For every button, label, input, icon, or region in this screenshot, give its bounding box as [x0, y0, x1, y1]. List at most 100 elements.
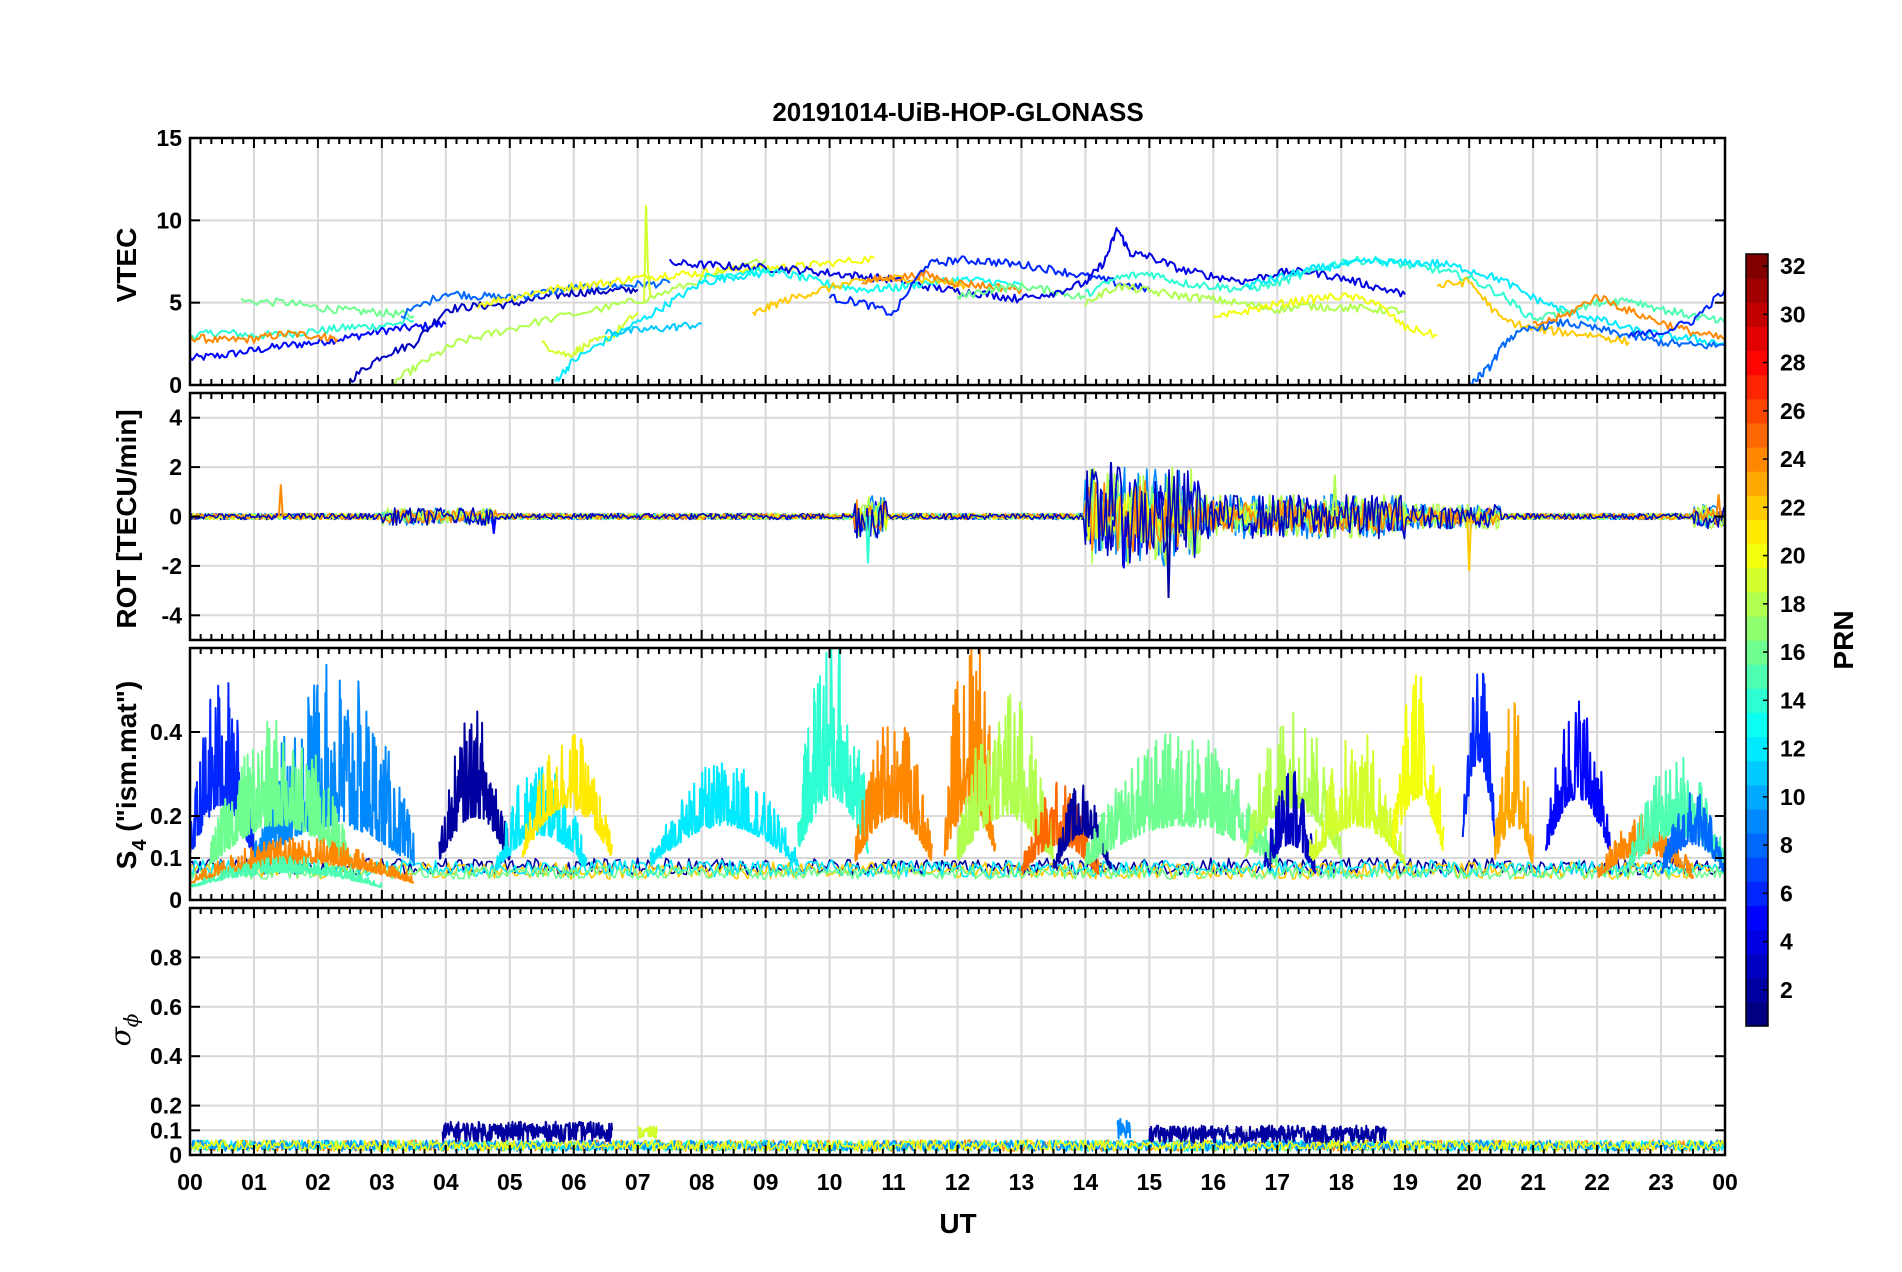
- colorbar-label: PRN: [1828, 610, 1859, 669]
- s4-series: [649, 762, 799, 867]
- colorbar-segment: [1746, 760, 1768, 786]
- colorbar-tick-label: 30: [1780, 301, 1806, 327]
- colorbar-segment: [1746, 302, 1768, 327]
- vtec-series: [541, 311, 639, 358]
- x-tick-label: 20: [1456, 1169, 1482, 1195]
- x-tick-label: 11: [881, 1169, 906, 1195]
- panels: 051015-4-202400.10.20.400.10.20.40.60.80…: [150, 125, 1738, 1195]
- s4-series: [1244, 711, 1343, 859]
- rot-series: [190, 480, 1725, 553]
- colorbar-tick-label: 16: [1780, 639, 1806, 665]
- s4-series: [1544, 700, 1611, 851]
- colorbar-tick-label: 24: [1780, 446, 1806, 472]
- sigma-series: [441, 1120, 614, 1143]
- x-tick-label: 01: [241, 1169, 267, 1195]
- colorbar-segment: [1746, 471, 1768, 496]
- x-tick-label: 05: [497, 1169, 523, 1195]
- colorbar-segment: [1746, 326, 1768, 352]
- vtec-series: [1084, 255, 1535, 320]
- s4-series: [521, 734, 614, 858]
- colorbar-segment: [1746, 784, 1768, 810]
- colorbar-segment: [1746, 688, 1768, 713]
- rot-spike: [277, 484, 284, 517]
- vtec-series: [1532, 297, 1725, 324]
- colorbar-segment: [1746, 953, 1768, 979]
- rot-ylabel: ROT [TECU/min]: [111, 409, 142, 628]
- vtec-series: [1532, 294, 1725, 340]
- series-group: [190, 648, 1725, 888]
- series-group: [190, 205, 1725, 385]
- colorbar-tick-label: 28: [1780, 350, 1806, 376]
- colorbar-segment: [1746, 664, 1768, 689]
- y-tick-label: 0: [169, 372, 182, 398]
- colorbar-segment: [1746, 591, 1768, 617]
- x-tick-label: 16: [1201, 1169, 1227, 1195]
- rot-spike: [490, 516, 497, 534]
- colorbar-segment: [1746, 495, 1768, 520]
- colorbar-segment: [1746, 736, 1768, 762]
- y-tick-label: 0.1: [150, 1117, 182, 1143]
- x-tick-label: 14: [1073, 1169, 1099, 1195]
- y-tick-label: 0.4: [150, 719, 182, 745]
- s4-ylabel-sub: 4: [129, 839, 151, 851]
- s4-background-series: [190, 865, 1725, 880]
- x-tick-label: 07: [625, 1169, 651, 1195]
- colorbar-tick-label: 26: [1780, 398, 1806, 424]
- colorbar-frame: [1745, 253, 1769, 1027]
- rot-spike: [1165, 516, 1172, 599]
- vtec-series: [400, 278, 671, 320]
- y-tick-label: 0.4: [150, 1043, 182, 1069]
- colorbar-tick-label: 20: [1780, 543, 1806, 569]
- x-tick-label: 13: [1009, 1169, 1035, 1195]
- rot-spike: [1331, 474, 1338, 517]
- chart-title: 20191014-UiB-HOP-GLONASS: [772, 97, 1143, 127]
- y-tick-label: 0: [169, 1142, 182, 1168]
- y-tick-label: -2: [162, 553, 182, 579]
- colorbar-segment: [1746, 1001, 1768, 1027]
- colorbar-segment: [1746, 881, 1768, 906]
- rot-series: [190, 466, 1725, 567]
- vtec-series: [1212, 292, 1438, 339]
- s4-background-series: [190, 859, 1725, 878]
- colorbar-segment: [1746, 929, 1768, 955]
- colorbar-tick-label: 22: [1780, 494, 1806, 520]
- y-tick-label: 0.2: [150, 803, 182, 829]
- s4-series: [1263, 771, 1317, 874]
- vtec-series: [643, 205, 652, 302]
- colorbar-tick-label: 8: [1780, 832, 1793, 858]
- s4-background-series: [190, 857, 1725, 876]
- colorbar-segment: [1746, 808, 1768, 834]
- vtec-series: [393, 258, 767, 385]
- colorbar-segment: [1746, 977, 1768, 1003]
- colorbar-segment: [1746, 278, 1768, 303]
- series-group: [190, 462, 1725, 599]
- x-tick-label: 17: [1264, 1169, 1290, 1195]
- rot-spike: [1108, 462, 1114, 517]
- vtec-series: [349, 285, 639, 383]
- x-tick-label: 08: [689, 1169, 715, 1195]
- s4-series: [496, 766, 588, 871]
- y-tick-label: 0: [169, 504, 182, 530]
- panel-vtec: 0 5 10 15: [156, 125, 1727, 398]
- y-tick-label: 0.1: [150, 845, 182, 871]
- vtec-series: [190, 330, 339, 344]
- vtec-series: [751, 274, 971, 316]
- x-tick-label: 02: [305, 1169, 331, 1195]
- x-tick-label: 15: [1137, 1169, 1163, 1195]
- y-tick-label: 0.6: [150, 994, 182, 1020]
- colorbar-tick-label: 4: [1780, 929, 1793, 955]
- x-tick-label: 23: [1648, 1169, 1674, 1195]
- y-tick-label: 0.8: [150, 944, 182, 970]
- vtec-series: [604, 321, 703, 337]
- s4-series: [1084, 733, 1279, 867]
- x-tick-label: 18: [1328, 1169, 1354, 1195]
- x-tick-label: 03: [369, 1169, 395, 1195]
- colorbar-segment: [1746, 615, 1768, 641]
- x-tick-label: 21: [1520, 1169, 1546, 1195]
- x-tick-label: 00: [1712, 1169, 1738, 1195]
- sigma-ylabel: σϕ: [104, 1013, 143, 1046]
- s4-series: [956, 693, 1055, 861]
- rot-spike: [1120, 516, 1127, 569]
